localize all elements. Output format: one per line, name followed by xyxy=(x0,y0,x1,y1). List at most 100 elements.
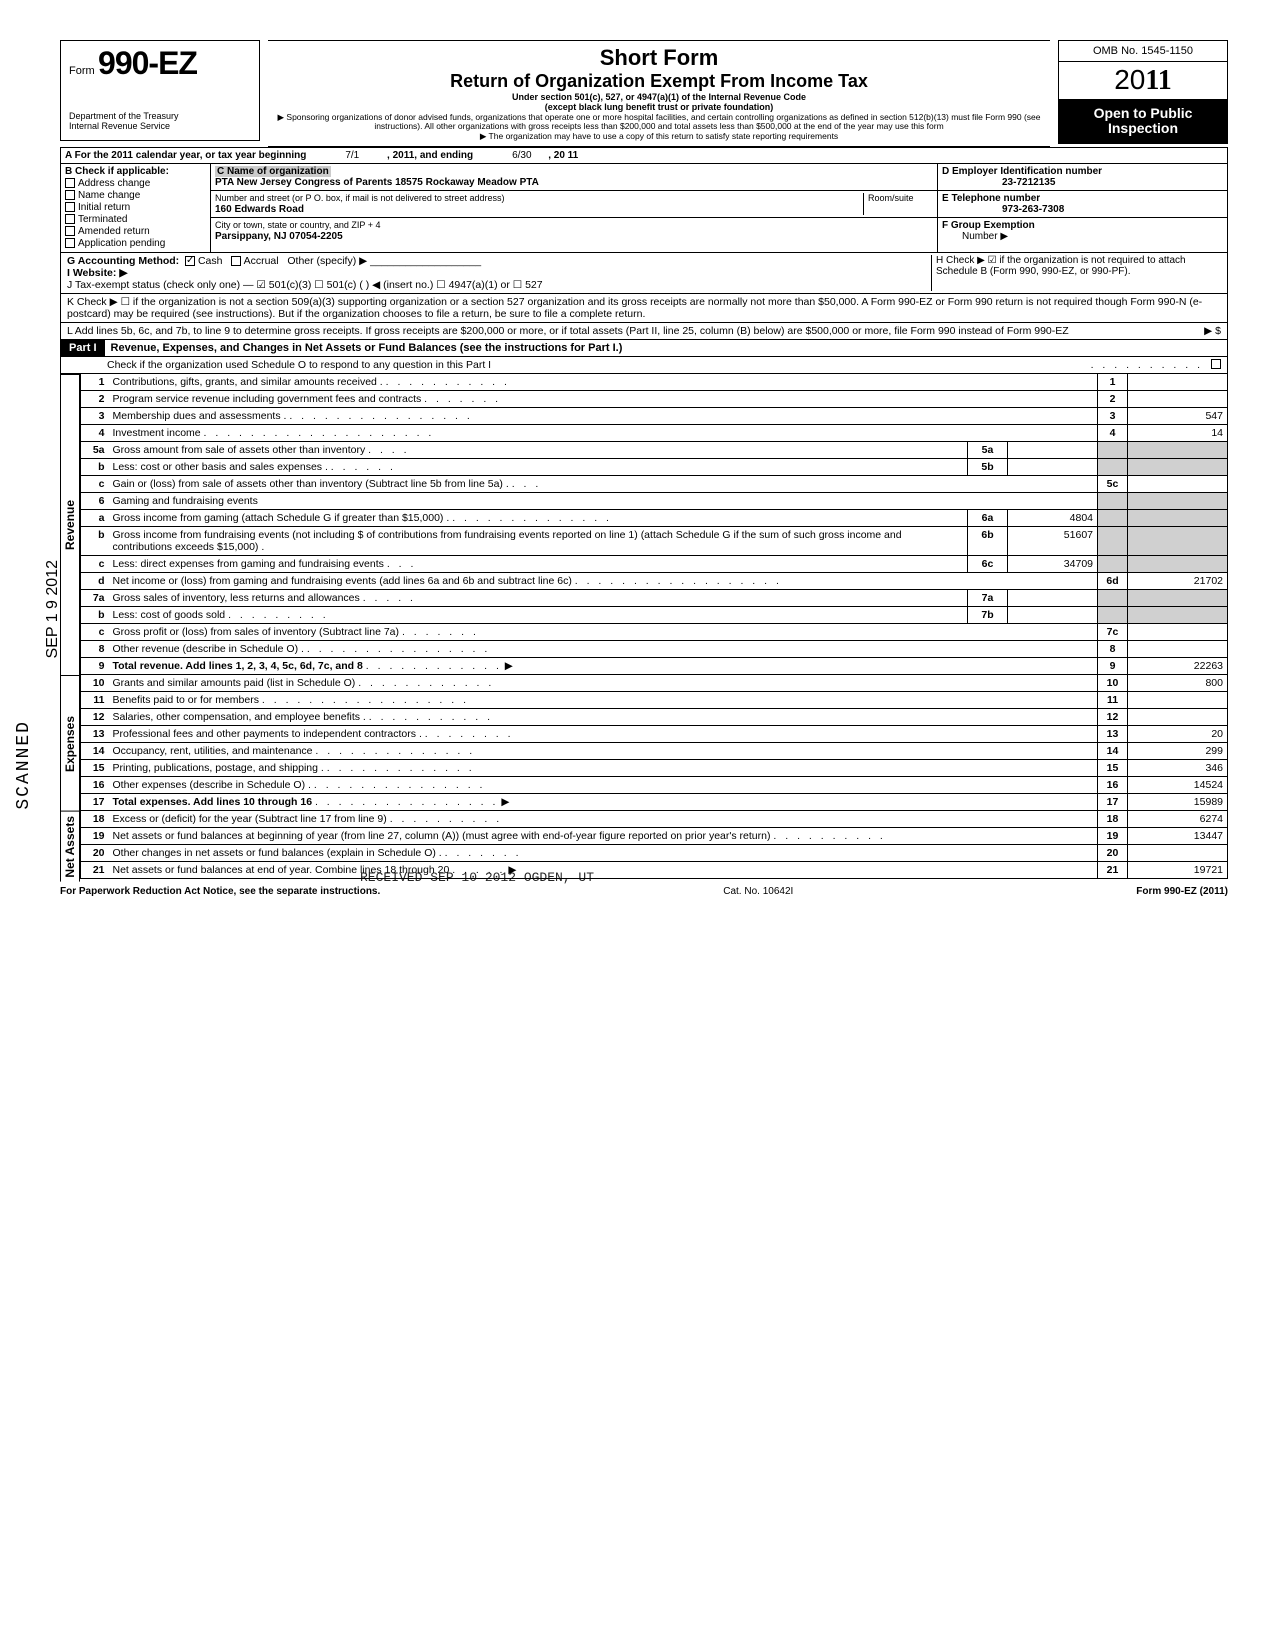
footer-right: Form 990-EZ (2011) xyxy=(1136,886,1228,897)
row-k: K Check ▶ ☐ if the organization is not a… xyxy=(60,294,1228,323)
line-21: 21Net assets or fund balances at end of … xyxy=(81,861,1228,878)
chk-amended[interactable] xyxy=(65,226,75,236)
i-label: I Website: ▶ xyxy=(67,267,127,279)
phone: 973-263-7308 xyxy=(1002,204,1064,215)
title-block: Short Form Return of Organization Exempt… xyxy=(268,40,1050,147)
chk-pending[interactable] xyxy=(65,238,75,248)
line-5c: cGain or (loss) from sale of assets othe… xyxy=(81,475,1228,492)
lbl-accrual: Accrual xyxy=(244,255,279,267)
omb-number: OMB No. 1545-1150 xyxy=(1058,40,1228,62)
form-header: Form 990-EZ Department of the Treasury I… xyxy=(60,40,1228,147)
chk-cash[interactable] xyxy=(185,256,195,266)
chk-accrual[interactable] xyxy=(231,256,241,266)
part1-header: Part I Revenue, Expenses, and Changes in… xyxy=(60,340,1228,357)
line-6d: dNet income or (loss) from gaming and fu… xyxy=(81,572,1228,589)
line-8: 8Other revenue (describe in Schedule O) … xyxy=(81,640,1228,657)
subtitle-1: Under section 501(c), 527, or 4947(a)(1)… xyxy=(274,92,1044,102)
line-13: 13Professional fees and other payments t… xyxy=(81,725,1228,742)
part1-check-text: Check if the organization used Schedule … xyxy=(67,359,1091,371)
line-17: 17Total expenses. Add lines 10 through 1… xyxy=(81,793,1228,810)
l-text: L Add lines 5b, 6c, and 7b, to line 9 to… xyxy=(67,325,1141,337)
line-18: 18Excess or (deficit) for the year (Subt… xyxy=(81,811,1228,828)
line-6b: bGross income from fundraising events (n… xyxy=(81,526,1228,555)
j-label: J Tax-exempt status (check only one) — ☑… xyxy=(67,279,543,291)
lbl-amended: Amended return xyxy=(78,226,150,237)
h-label: H Check ▶ ☑ if the organization is not r… xyxy=(936,255,1186,277)
line-6: 6Gaming and fundraising events xyxy=(81,492,1228,509)
side-expenses: Expenses xyxy=(60,675,80,811)
year-end: 6/30 xyxy=(512,150,531,161)
org-name: PTA New Jersey Congress of Parents 18575… xyxy=(215,177,539,188)
chk-initial-return[interactable] xyxy=(65,202,75,212)
lbl-address-change: Address change xyxy=(78,178,150,189)
open-to-public: Open to PublicInspection xyxy=(1058,100,1228,144)
line-5b: bLess: cost or other basis and sales exp… xyxy=(81,458,1228,475)
note-1: ▶ Sponsoring organizations of donor advi… xyxy=(274,113,1044,133)
col-d: D Employer Identification number 23-7212… xyxy=(937,164,1227,252)
col-c: C Name of organization PTA New Jersey Co… xyxy=(211,164,937,252)
b-header: B Check if applicable: xyxy=(65,166,206,177)
addr-label: Number and street (or P O. box, if mail … xyxy=(215,193,504,203)
net-assets-table: 18Excess or (deficit) for the year (Subt… xyxy=(80,811,1228,879)
footer-left: For Paperwork Reduction Act Notice, see … xyxy=(60,886,380,897)
line-9: 9Total revenue. Add lines 1, 2, 3, 4, 5c… xyxy=(81,657,1228,674)
ein: 23-7212135 xyxy=(1002,177,1055,188)
line-12: 12Salaries, other compensation, and empl… xyxy=(81,708,1228,725)
line-11: 11Benefits paid to or for members . . . … xyxy=(81,691,1228,708)
received-stamp: RECEIVED SEP 10 2012 OGDEN, UT xyxy=(360,870,594,887)
row-a-mid: , 2011, and ending xyxy=(387,150,473,161)
line-14: 14Occupancy, rent, utilities, and mainte… xyxy=(81,742,1228,759)
lbl-cash: Cash xyxy=(198,255,223,267)
row-a-label: A For the 2011 calendar year, or tax yea… xyxy=(65,150,306,161)
revenue-table: 1Contributions, gifts, grants, and simil… xyxy=(80,374,1228,675)
col-b: B Check if applicable: Address change Na… xyxy=(61,164,211,252)
line-10: 10Grants and similar amounts paid (list … xyxy=(81,675,1228,692)
line-19: 19Net assets or fund balances at beginni… xyxy=(81,827,1228,844)
k-text: K Check ▶ ☐ if the organization is not a… xyxy=(67,296,1202,320)
line-7c: cGross profit or (loss) from sales of in… xyxy=(81,623,1228,640)
part1-label: Part I xyxy=(61,340,105,356)
title-return: Return of Organization Exempt From Incom… xyxy=(274,71,1044,92)
street-address: 160 Edwards Road xyxy=(215,204,304,215)
row-l: L Add lines 5b, 6c, and 7b, to line 9 to… xyxy=(60,323,1228,340)
line-7a: 7aGross sales of inventory, less returns… xyxy=(81,589,1228,606)
part1-check-row: Check if the organization used Schedule … xyxy=(60,357,1228,374)
line-5a: 5aGross amount from sale of assets other… xyxy=(81,441,1228,458)
lbl-initial-return: Initial return xyxy=(78,202,130,213)
line-2: 2Program service revenue including gover… xyxy=(81,390,1228,407)
chk-schedule-o[interactable] xyxy=(1211,359,1221,369)
row-a: A For the 2011 calendar year, or tax yea… xyxy=(60,147,1228,164)
line-4: 4Investment income . . . . . . . . . . .… xyxy=(81,424,1228,441)
f-header: F Group Exemption xyxy=(942,220,1035,231)
line-20: 20Other changes in net assets or fund ba… xyxy=(81,844,1228,861)
dept-irs: Internal Revenue Service xyxy=(69,122,251,132)
lbl-terminated: Terminated xyxy=(78,214,127,225)
form-number: 990-EZ xyxy=(98,45,197,81)
side-revenue: Revenue xyxy=(60,374,80,675)
part1-title: Revenue, Expenses, and Changes in Net As… xyxy=(105,340,629,356)
lbl-pending: Application pending xyxy=(78,238,165,249)
city-label: City or town, state or country, and ZIP … xyxy=(215,220,381,230)
footer: For Paperwork Reduction Act Notice, see … xyxy=(60,886,1228,897)
c-header: C Name of organization xyxy=(215,166,331,177)
chk-address-change[interactable] xyxy=(65,178,75,188)
line-6c: cLess: direct expenses from gaming and f… xyxy=(81,555,1228,572)
scanned-stamp: SCANNED xyxy=(14,720,34,810)
side-net-assets: Net Assets xyxy=(60,811,80,882)
chk-terminated[interactable] xyxy=(65,214,75,224)
tax-year: 20201111 xyxy=(1058,62,1228,100)
g-label: G Accounting Method: xyxy=(67,255,179,267)
room-label: Room/suite xyxy=(868,193,914,203)
right-boxes: OMB No. 1545-1150 20201111 Open to Publi… xyxy=(1058,40,1228,144)
line-6a: aGross income from gaming (attach Schedu… xyxy=(81,509,1228,526)
form-prefix: Form xyxy=(69,65,95,77)
note-2: ▶ The organization may have to use a cop… xyxy=(274,132,1044,142)
lbl-other: Other (specify) ▶ xyxy=(287,255,367,267)
year-begin: 7/1 xyxy=(345,150,359,161)
chk-name-change[interactable] xyxy=(65,190,75,200)
f-sub: Number ▶ xyxy=(962,231,1008,242)
title-short-form: Short Form xyxy=(274,45,1044,71)
line-15: 15Printing, publications, postage, and s… xyxy=(81,759,1228,776)
d-header: D Employer Identification number xyxy=(942,166,1102,177)
row-ghij: G Accounting Method: Cash Accrual Other … xyxy=(60,253,1228,294)
